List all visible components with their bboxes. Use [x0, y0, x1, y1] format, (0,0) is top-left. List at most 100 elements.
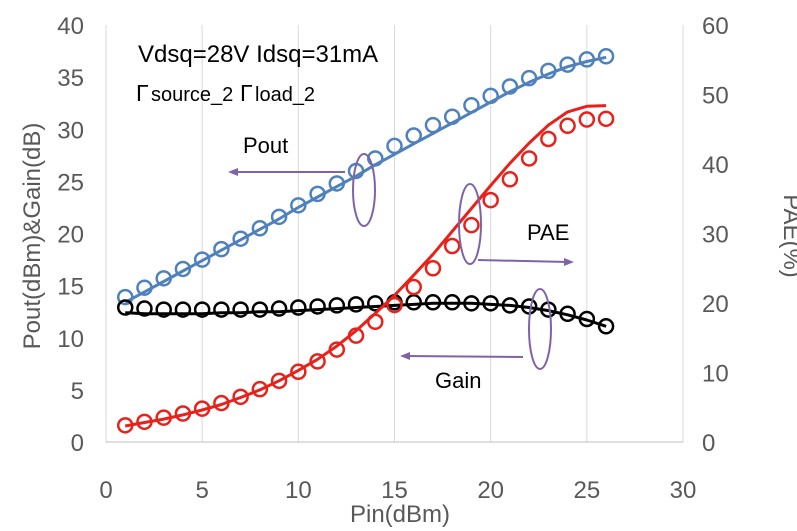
gain-measured-point: [193, 301, 211, 318]
y-left-tick-label-1: 5: [71, 378, 84, 405]
gain-arrow-head: [400, 352, 410, 360]
x-axis-title: Pin(dBm): [350, 501, 450, 528]
y-left-axis-title: Pout(dBm)&Gain(dB): [19, 123, 46, 350]
gain-measured-point: [463, 295, 480, 312]
gain-measured-point: [501, 297, 519, 314]
x-tick-label-4: 20: [477, 477, 504, 504]
pae-measured-point: [232, 388, 249, 406]
gain-measured-point: [443, 294, 461, 311]
gain-measured-point: [232, 301, 249, 318]
pout-series: [116, 48, 615, 306]
pae-measured-point: [213, 394, 230, 412]
pae-measured-point: [174, 405, 192, 422]
pae-measured-point: [290, 363, 307, 381]
gain-arrow-line: [404, 355, 524, 358]
gain-measured-point: [290, 299, 307, 316]
pae-arrow-head: [564, 258, 574, 266]
pae-measured-point: [193, 400, 211, 417]
y-left-tick-label-7: 35: [57, 65, 84, 92]
gain-ellipse: [528, 288, 552, 370]
pout-measured-point: [155, 270, 172, 287]
pae-measured-point: [116, 417, 134, 434]
gain-measured-point: [270, 300, 288, 317]
pout-measured-point: [540, 62, 557, 80]
gain-annotation: Gain: [400, 288, 552, 393]
impedance-condition-label: Γ source_2 Γ load_2: [136, 80, 315, 106]
pout-measured-point: [213, 240, 230, 258]
pae-measured-point: [559, 117, 576, 135]
gamma-source-label: source_2: [151, 84, 233, 106]
pout-measured-point: [424, 116, 442, 134]
gamma-load-label: load_2: [255, 84, 315, 106]
pae-measured-point: [309, 353, 326, 370]
gain-measured-point: [309, 298, 326, 315]
pout-arrow-head: [228, 168, 238, 176]
series-layer: [116, 48, 615, 434]
x-tick-label-6: 30: [670, 477, 697, 504]
gain-measured-point: [347, 296, 365, 313]
y-right-tick-label-3: 30: [702, 222, 729, 249]
x-tick-label-1: 5: [195, 477, 208, 504]
y-right-axis-title: PAE(%): [778, 194, 797, 278]
y-right-tick-label-4: 40: [702, 152, 729, 179]
pout-measured-point: [443, 108, 461, 125]
y-left-tick-label-6: 30: [57, 117, 84, 144]
pae-measured-point: [136, 413, 153, 431]
gain-measured-point: [213, 301, 230, 318]
grid-lines: [105, 25, 684, 442]
y-left-tick-label-0: 0: [71, 430, 84, 457]
x-tick-label-2: 10: [285, 477, 312, 504]
pae-measured-point: [578, 111, 596, 128]
gain-measured-point: [559, 305, 576, 323]
gain-series: [116, 294, 615, 335]
pout-measured-point: [290, 197, 307, 214]
pae-measured-point: [386, 296, 403, 314]
pout-measured-point: [386, 137, 403, 155]
pae-series: [116, 104, 615, 434]
pae-measured-point: [405, 278, 422, 296]
gain-measured-point: [116, 299, 134, 316]
y-right-tick-label-2: 20: [702, 291, 729, 318]
pae-measured-point: [270, 372, 288, 390]
pout-measured-point: [232, 230, 249, 247]
pout-measured-point: [328, 175, 346, 192]
pout-measured-point: [578, 51, 596, 68]
x-tick-label-0: 0: [99, 477, 112, 504]
pout-measured-point: [520, 69, 538, 87]
gain-measured-point: [597, 318, 615, 335]
y-right-tick-label-0: 0: [702, 430, 715, 457]
gain-measured-point: [482, 295, 499, 312]
gain-measured-point: [155, 301, 172, 318]
gain-measured-point: [251, 301, 269, 318]
pout-measured-point: [463, 97, 480, 114]
pae-measured-point: [367, 313, 384, 331]
gain-simulated-line: [125, 301, 607, 328]
pae-measured-point: [155, 409, 172, 426]
pout-measured-point: [193, 251, 211, 268]
gamma-source-symbol: Γ: [136, 80, 149, 106]
x-tick-label-5: 25: [573, 477, 600, 504]
pae-measured-point: [251, 380, 269, 398]
pae-arrow-line: [477, 259, 569, 263]
pae-measured-point: [501, 171, 519, 188]
pae-simulated-line: [124, 104, 607, 428]
gain-measured-point: [136, 300, 153, 317]
pout-measured-point: [405, 127, 422, 144]
y-right-tick-label-5: 50: [702, 83, 729, 110]
pae-measured-point: [597, 110, 615, 128]
pae-measured-point: [424, 260, 442, 277]
pout-measured-point: [270, 208, 288, 226]
pout-measured-point: [116, 288, 134, 306]
gain-measured-point: [367, 295, 384, 312]
pae-measured-point: [328, 341, 346, 358]
gain-measured-point: [424, 294, 442, 311]
pout-measured-point: [136, 279, 153, 296]
pout-measured-point: [174, 260, 192, 278]
gain-measured-point: [578, 310, 596, 328]
y-right-tick-label-1: 10: [702, 361, 729, 388]
pout-measured-point: [309, 185, 326, 203]
pae-measured-point: [482, 191, 499, 209]
pout-annotation: Pout: [228, 133, 376, 227]
bias-condition-label: Vdsq=28V Idsq=31mA: [138, 41, 378, 68]
